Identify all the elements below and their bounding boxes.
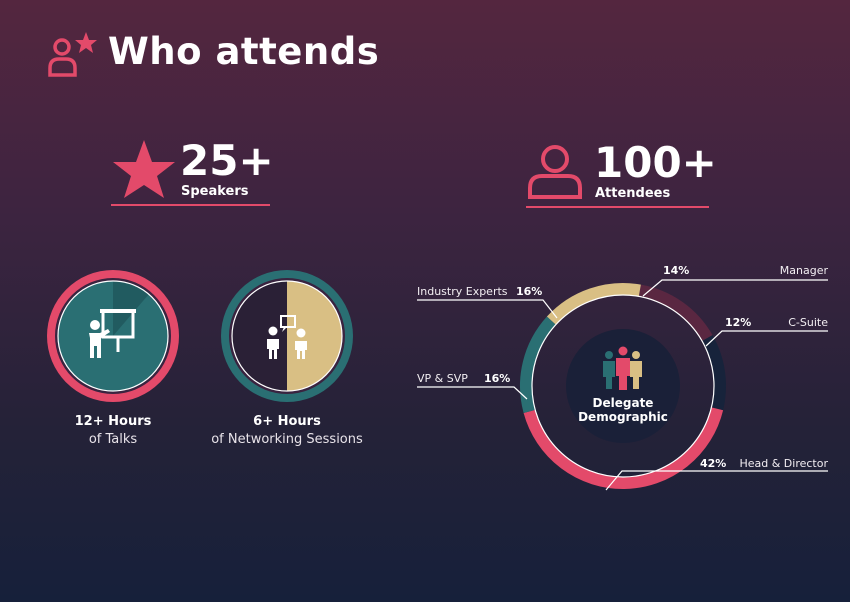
slice-pct-csuite: 12% xyxy=(725,316,752,329)
slice-label-vp: VP & SVP xyxy=(417,372,468,385)
networking-icon xyxy=(267,315,307,359)
talks-hours: 12+ Hours xyxy=(74,414,152,429)
networking-hours: 6+ Hours xyxy=(253,414,321,429)
donut-slice-vp-svp xyxy=(520,316,556,414)
donut-slice-c-suite xyxy=(702,335,726,411)
donut-center-line2: Demographic xyxy=(578,410,668,424)
slice-pct-manager: 14% xyxy=(663,264,690,277)
networking-circle xyxy=(221,270,353,402)
slice-pct-head: 42% xyxy=(700,457,727,470)
talks-caption: of Talks xyxy=(88,432,138,447)
attendees-label: Attendees xyxy=(595,186,671,201)
donut-slice-manager xyxy=(638,284,713,342)
slice-pct-experts: 16% xyxy=(516,285,543,298)
slice-label-experts: Industry Experts xyxy=(417,285,508,298)
speakers-label: Speakers xyxy=(181,184,249,199)
slice-label-manager: Manager xyxy=(779,264,828,277)
attendees-count: 100+ xyxy=(594,138,717,187)
attendees-divider xyxy=(526,206,709,208)
talks-circle xyxy=(47,270,179,402)
networking-caption: of Networking Sessions xyxy=(211,432,363,447)
donut-slice-head-director xyxy=(523,407,724,489)
speakers-divider xyxy=(111,204,270,206)
slice-label-csuite: C-Suite xyxy=(788,316,828,329)
donut-center-line1: Delegate xyxy=(592,396,654,410)
speakers-count: 25+ xyxy=(180,136,274,185)
donut-slice-industry-experts xyxy=(546,283,641,325)
presenter-icon xyxy=(89,309,136,358)
slice-label-head: Head & Director xyxy=(739,457,828,470)
people-icon xyxy=(603,346,642,390)
page-title: Who attends xyxy=(108,30,380,73)
slice-pct-vp: 16% xyxy=(484,372,511,385)
